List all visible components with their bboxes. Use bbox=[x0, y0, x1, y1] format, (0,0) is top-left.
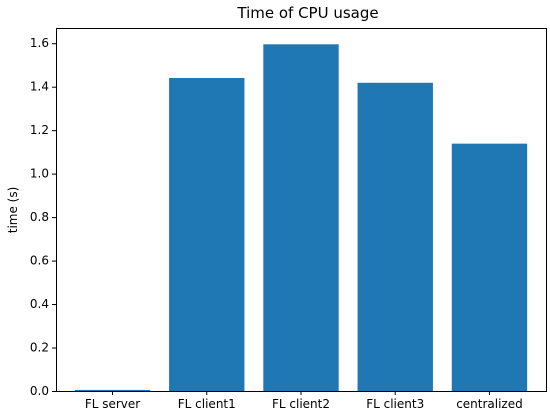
y-tick-label: 0.2 bbox=[30, 341, 49, 355]
bar-centralized bbox=[451, 143, 528, 391]
y-tick-label: 1.6 bbox=[30, 36, 49, 50]
bar-fl-client3 bbox=[357, 82, 433, 391]
chart-title: Time of CPU usage bbox=[236, 4, 378, 22]
y-tick-label: 0.6 bbox=[30, 254, 49, 268]
x-tick-label: FL client2 bbox=[272, 397, 330, 411]
x-ticks-group: FL server FL client1 FL client2 FL client3 c… bbox=[85, 391, 523, 411]
y-tick-label: 1.2 bbox=[30, 123, 49, 137]
y-tick-label: 1.4 bbox=[30, 80, 49, 94]
bar-fl-client1 bbox=[169, 77, 245, 391]
bars-group bbox=[74, 44, 528, 391]
y-tick-label: 0.4 bbox=[30, 297, 49, 311]
x-tick-label: FL client3 bbox=[366, 397, 424, 411]
x-tick-label: FL server bbox=[85, 397, 140, 411]
y-tick-label: 0.8 bbox=[30, 210, 49, 224]
y-axis-label: time (s) bbox=[6, 187, 20, 234]
plot-frame bbox=[56, 28, 547, 392]
x-tick-label: centralized bbox=[456, 397, 523, 411]
y-tick-label: 0.0 bbox=[30, 384, 49, 398]
bar-fl-server bbox=[74, 389, 151, 391]
y-tick-label: 1.0 bbox=[30, 167, 49, 181]
bar-fl-client2 bbox=[263, 44, 339, 391]
x-tick-label: FL client1 bbox=[178, 397, 236, 411]
y-ticks-group: 0.0 0.2 0.4 0.6 0.8 1.0 1.2 1.4 1.6 bbox=[30, 36, 56, 398]
